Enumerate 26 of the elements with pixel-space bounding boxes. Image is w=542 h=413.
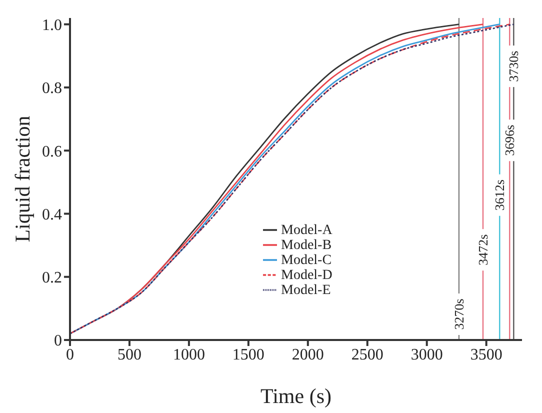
y-axis-title: Liquid fraction (10, 115, 34, 242)
legend-label: Model-D (281, 268, 332, 283)
legend-label: Model-A (281, 223, 332, 238)
y-tick-label: 1.0 (42, 16, 62, 34)
y-tick-label: 0.8 (42, 80, 62, 98)
x-tick-label: 2000 (292, 346, 324, 364)
legend-label: Model-C (281, 253, 332, 268)
ref-line-label: 3730s (506, 50, 522, 82)
ref-line-label: 3696s (502, 124, 518, 156)
x-tick-label: 3000 (410, 346, 443, 364)
ref-line-label: 3472s (475, 234, 490, 266)
legend-label: Model-B (281, 238, 332, 253)
x-tick-label: 3500 (470, 346, 502, 364)
y-tick-label: 0.4 (42, 206, 62, 224)
x-tick-label: 2500 (351, 346, 384, 364)
x-tick-label: 500 (117, 346, 142, 364)
x-tick-label: 0 (66, 346, 74, 364)
x-tick-label: 1000 (172, 346, 205, 364)
y-tick-label: 0.6 (42, 143, 62, 160)
ref-line-label: 3612s (492, 180, 508, 211)
ref-line-label: 3270s (451, 298, 466, 330)
legend-label: Model-E (281, 283, 331, 298)
y-tick-label: 0.2 (42, 270, 62, 287)
x-tick-label: 1500 (232, 346, 264, 364)
y-tick-label: 0 (54, 332, 62, 350)
x-axis-title: Time (s) (260, 384, 332, 408)
